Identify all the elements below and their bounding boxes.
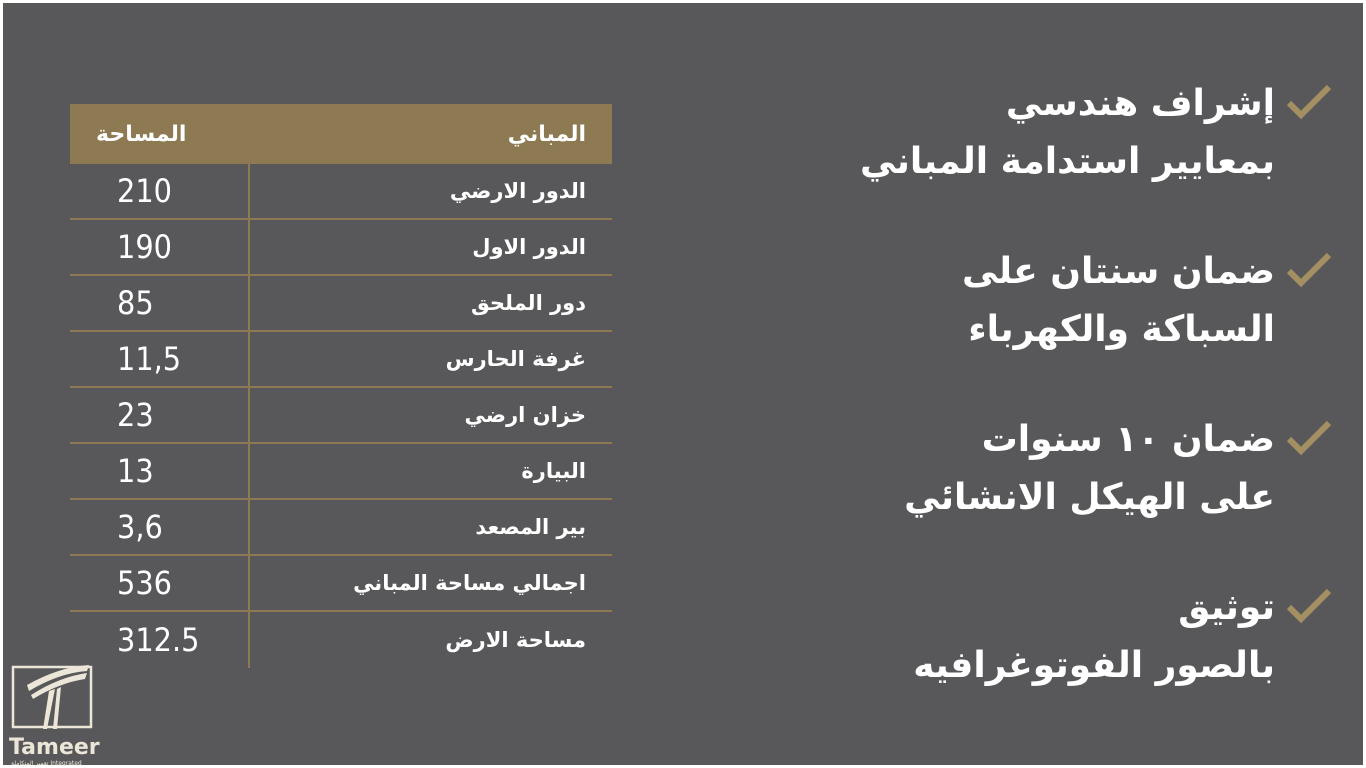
building-area: 11,5	[117, 340, 182, 378]
building-name: بير المصعد	[248, 500, 612, 554]
tameer-logo: Tameer تعمير المتكاملة Integrated	[9, 661, 100, 767]
logo-subtitle: تعمير المتكاملة Integrated	[11, 760, 82, 767]
check-icon	[1286, 588, 1332, 624]
building-area: 85	[117, 284, 154, 322]
building-area: 13	[117, 452, 154, 490]
feature-line2: بمعايير استدامة المباني	[859, 141, 1275, 182]
feature-line1: إشراف هندسي	[1005, 83, 1275, 124]
logo-text: Tameer	[9, 735, 100, 760]
building-name: البيارة	[248, 444, 612, 498]
feature-line2: السباكة والكهرباء	[968, 309, 1275, 350]
building-name: مساحة الارض	[248, 612, 612, 668]
feature-line1: ضمان سنتان على	[962, 251, 1275, 292]
building-area: 3,6	[117, 508, 163, 546]
table-row: مساحة الارض 312.5	[70, 612, 612, 668]
feature-line1: توثيق	[1178, 587, 1275, 628]
building-area: 190	[117, 228, 172, 266]
table-row: خزان ارضي 23	[70, 388, 612, 444]
feature-item: ضمان سنتان على السباكة والكهرباء	[713, 243, 1333, 411]
check-icon	[1286, 420, 1332, 456]
header-area: المساحة	[96, 121, 187, 147]
table-row: دور الملحق 85	[70, 276, 612, 332]
table-row: الدور الاول 190	[70, 220, 612, 276]
table-row: الدور الارضي 210	[70, 164, 612, 220]
building-name: دور الملحق	[248, 276, 612, 330]
check-icon	[1286, 84, 1332, 120]
logo-mark-icon	[11, 665, 93, 729]
feature-line2: بالصور الفوتوغرافيه	[913, 645, 1275, 686]
building-area: 23	[117, 396, 154, 434]
feature-item: توثيق بالصور الفوتوغرافيه	[713, 579, 1333, 747]
table-header: المباني المساحة	[70, 104, 612, 164]
areas-table: المباني المساحة الدور الارضي 210 الدور الا…	[70, 104, 612, 668]
feature-line2: على الهيكل الانشائي	[904, 477, 1275, 518]
features-list: إشراف هندسي بمعايير استدامة المباني ضمان …	[713, 75, 1333, 747]
building-area: 210	[117, 172, 172, 210]
table-row: اجمالي مساحة المباني 536	[70, 556, 612, 612]
building-name: خزان ارضي	[248, 388, 612, 442]
slide: المباني المساحة الدور الارضي 210 الدور الا…	[3, 3, 1363, 767]
building-name: الدور الاول	[248, 220, 612, 274]
building-name: اجمالي مساحة المباني	[248, 556, 612, 610]
feature-item: ضمان ١٠ سنوات على الهيكل الانشائي	[713, 411, 1333, 579]
building-area: 536	[117, 564, 172, 602]
header-building: المباني	[507, 121, 586, 147]
table-row: بير المصعد 3,6	[70, 500, 612, 556]
table-row: البيارة 13	[70, 444, 612, 500]
table-row: غرفة الحارس 11,5	[70, 332, 612, 388]
check-icon	[1286, 252, 1332, 288]
building-name: الدور الارضي	[248, 164, 612, 218]
feature-line1: ضمان ١٠ سنوات	[981, 419, 1275, 460]
building-name: غرفة الحارس	[248, 332, 612, 386]
building-area: 312.5	[117, 621, 200, 659]
feature-item: إشراف هندسي بمعايير استدامة المباني	[713, 75, 1333, 243]
